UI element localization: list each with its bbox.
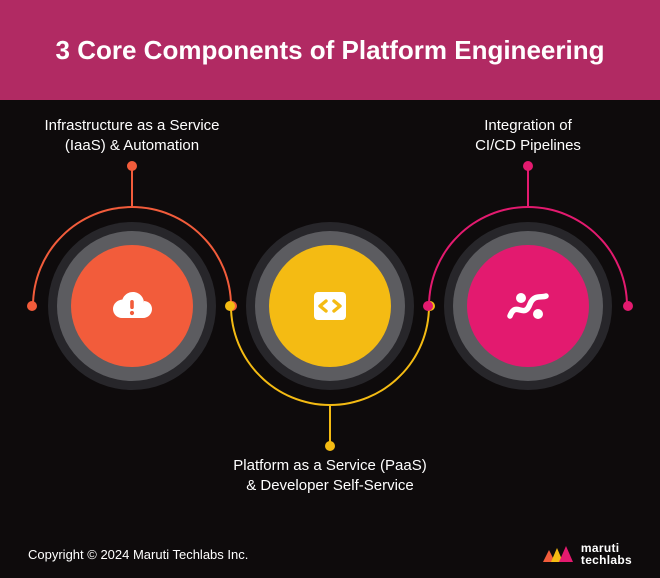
connector-stem [527, 166, 529, 206]
logo-text: marutitechlabs [581, 542, 632, 566]
connector-dot [325, 441, 335, 451]
connector-dot [225, 301, 235, 311]
node-label-iaas: Infrastructure as a Service(IaaS) & Auto… [2, 116, 262, 155]
connector-dot [623, 301, 633, 311]
node-label-paas: Platform as a Service (PaaS)& Developer … [200, 456, 460, 495]
copyright-text: Copyright © 2024 Maruti Techlabs Inc. [28, 547, 248, 562]
logo-mark-icon [541, 544, 575, 564]
header: 3 Core Components of Platform Engineerin… [0, 0, 660, 100]
connector-dot [127, 161, 137, 171]
header-title: 3 Core Components of Platform Engineerin… [56, 34, 605, 67]
connector-dot [27, 301, 37, 311]
connector-dot [423, 301, 433, 311]
footer: Copyright © 2024 Maruti Techlabs Inc. ma… [0, 530, 660, 578]
node-label-cicd: Integration ofCI/CD Pipelines [398, 116, 658, 155]
connector-stem [329, 406, 331, 446]
connector-dot [523, 161, 533, 171]
connector-stem [131, 166, 133, 206]
brand-logo: marutitechlabs [541, 542, 632, 566]
diagram-canvas: Infrastructure as a Service(IaaS) & Auto… [0, 100, 660, 530]
